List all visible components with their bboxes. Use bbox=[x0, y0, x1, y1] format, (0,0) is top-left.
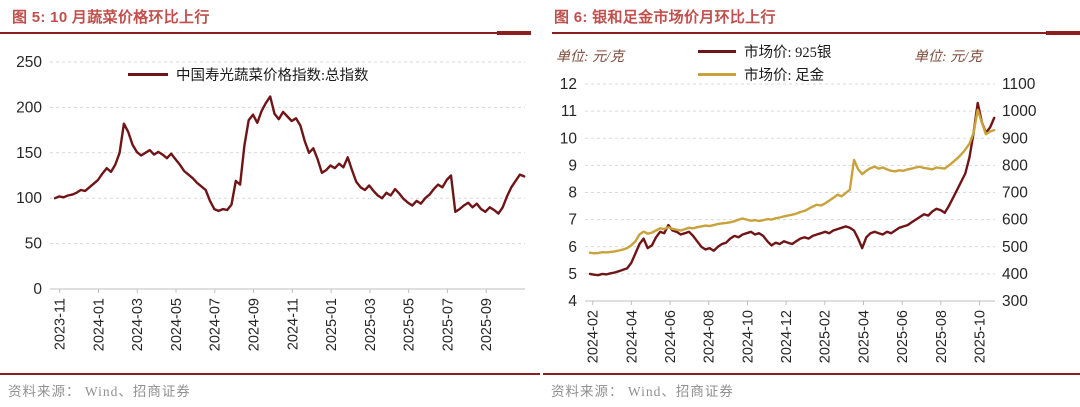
legend-silver-gold: 市场价: 925银 市场价: 足金 bbox=[698, 40, 831, 86]
svg-text:2024-04: 2024-04 bbox=[624, 310, 640, 363]
svg-text:7: 7 bbox=[568, 212, 577, 229]
svg-text:6: 6 bbox=[568, 239, 577, 256]
svg-text:100: 100 bbox=[16, 190, 42, 207]
svg-text:2024-11: 2024-11 bbox=[285, 298, 301, 350]
svg-text:0: 0 bbox=[33, 281, 42, 298]
legend-line-swatch bbox=[128, 73, 168, 76]
svg-text:600: 600 bbox=[1002, 212, 1028, 229]
right-axis-unit: 单位: 元/克 bbox=[914, 50, 983, 65]
svg-text:2025-01: 2025-01 bbox=[324, 298, 340, 351]
svg-text:2024-05: 2024-05 bbox=[169, 298, 185, 351]
source-footer: 资料来源： Wind、招商证券 bbox=[0, 373, 540, 407]
svg-text:2025-04: 2025-04 bbox=[856, 310, 872, 363]
svg-text:11: 11 bbox=[561, 103, 577, 120]
figure-6-panel: 图 6: 银和足金市场价月环比上行 12 1100 11 1000 10 900 9 800 8… bbox=[540, 0, 1080, 407]
svg-text:2024-03: 2024-03 bbox=[130, 298, 146, 351]
silver-gold-price-chart: 12 1100 11 1000 10 900 9 800 8 700 7 600 6 500 5 400 4 30… bbox=[540, 34, 1080, 376]
svg-text:400: 400 bbox=[1002, 266, 1028, 283]
svg-text:2023-11: 2023-11 bbox=[53, 298, 69, 350]
source-text: 资料来源： Wind、招商证券 bbox=[8, 384, 191, 399]
svg-text:2024-02: 2024-02 bbox=[586, 310, 602, 363]
svg-text:2024-08: 2024-08 bbox=[702, 310, 718, 363]
svg-text:2024-10: 2024-10 bbox=[740, 310, 756, 363]
legend-label: 市场价: 足金 bbox=[744, 68, 825, 84]
svg-text:2024-06: 2024-06 bbox=[663, 310, 679, 363]
svg-text:2025-03: 2025-03 bbox=[363, 298, 379, 351]
svg-text:300: 300 bbox=[1002, 293, 1028, 310]
legend-vegetable-index: 中国寿光蔬菜价格指数:总指数 bbox=[128, 64, 369, 85]
svg-text:2025-06: 2025-06 bbox=[895, 310, 911, 363]
svg-text:2024-09: 2024-09 bbox=[247, 298, 263, 351]
figure-6-title: 图 6: 银和足金市场价月环比上行 bbox=[554, 9, 776, 26]
svg-text:200: 200 bbox=[16, 99, 42, 116]
title-rule bbox=[0, 31, 531, 35]
svg-text:5: 5 bbox=[568, 266, 577, 283]
vegetable-price-chart: 250 200 150 100 50 0 2023-11 2024-01 2024-03 2024… bbox=[0, 34, 540, 376]
legend-label: 市场价: 925银 bbox=[744, 45, 832, 61]
svg-text:2024-07: 2024-07 bbox=[208, 298, 224, 351]
svg-text:2025-09: 2025-09 bbox=[479, 298, 495, 351]
legend-label: 中国寿光蔬菜价格指数:总指数 bbox=[176, 68, 369, 84]
svg-text:2025-05: 2025-05 bbox=[402, 298, 418, 351]
svg-text:9: 9 bbox=[568, 157, 577, 174]
svg-text:700: 700 bbox=[1002, 185, 1028, 202]
svg-text:2025-08: 2025-08 bbox=[934, 310, 950, 363]
vegetable-price-chart-canvas: 250 200 150 100 50 0 2023-11 2024-01 2024-03 2024… bbox=[16, 54, 526, 351]
svg-text:250: 250 bbox=[16, 54, 42, 71]
svg-text:2024-01: 2024-01 bbox=[91, 298, 107, 351]
svg-text:2025-07: 2025-07 bbox=[440, 298, 456, 351]
legend-item-925-silver: 市场价: 925银 bbox=[698, 40, 831, 63]
legend-line-swatch bbox=[698, 73, 736, 76]
silver-gold-chart-canvas: 12 1100 11 1000 10 900 9 800 8 700 7 600 6 500 5 400 4 30… bbox=[560, 76, 1037, 363]
left-axis-unit: 单位: 元/克 bbox=[556, 50, 625, 65]
svg-text:150: 150 bbox=[16, 145, 42, 162]
svg-text:1000: 1000 bbox=[1002, 103, 1037, 120]
svg-text:8: 8 bbox=[568, 185, 577, 202]
figure-5-title: 图 5: 10 月蔬菜价格环比上行 bbox=[12, 9, 210, 26]
svg-text:500: 500 bbox=[1002, 239, 1028, 256]
source-text: 资料来源： Wind、招商证券 bbox=[551, 384, 734, 399]
svg-text:4: 4 bbox=[568, 293, 577, 310]
svg-text:1100: 1100 bbox=[1002, 76, 1036, 93]
svg-text:2025-02: 2025-02 bbox=[818, 310, 834, 363]
svg-text:900: 900 bbox=[1002, 130, 1028, 147]
legend-line-swatch bbox=[698, 50, 736, 53]
legend-item-gold: 市场价: 足金 bbox=[698, 63, 831, 86]
svg-text:10: 10 bbox=[560, 130, 578, 147]
svg-text:2025-10: 2025-10 bbox=[972, 310, 988, 363]
title-rule bbox=[552, 31, 1080, 35]
source-footer: 资料来源： Wind、招商证券 bbox=[543, 373, 1080, 407]
svg-text:800: 800 bbox=[1002, 157, 1028, 174]
figure-5-panel: 图 5: 10 月蔬菜价格环比上行 250 200 150 100 50 0 2023-11… bbox=[0, 9, 540, 407]
svg-text:2024-12: 2024-12 bbox=[779, 310, 795, 363]
svg-text:12: 12 bbox=[560, 76, 577, 93]
svg-text:50: 50 bbox=[25, 236, 43, 253]
